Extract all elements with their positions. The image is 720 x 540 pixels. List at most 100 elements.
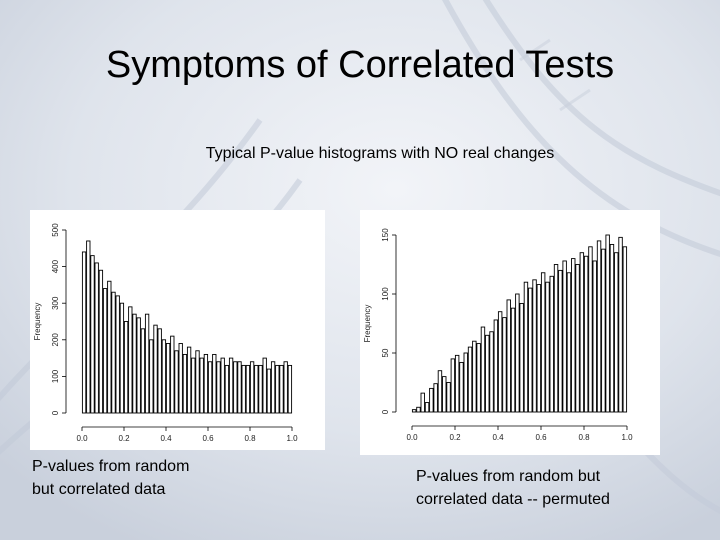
y-axis-0: 0 100 200 300 400 500 Frequency [33, 223, 67, 415]
bar-1-2 [420, 392, 425, 413]
bar-1-14 [472, 340, 477, 413]
y-tick-label-0-4: 400 [51, 259, 60, 273]
bar-0-0 [81, 251, 87, 414]
bar-1-46 [609, 243, 615, 413]
bar-1-9 [450, 358, 456, 413]
bar-0-17 [153, 324, 158, 414]
bar-1-44 [601, 248, 606, 413]
bar-0-28 [199, 357, 204, 414]
bar-1-11 [459, 361, 464, 413]
bar-1-20 [497, 311, 503, 413]
histogram-panel-left: 0 100 200 300 400 500 Frequency 0.0 0.2 0.4 0.6 0.8… [30, 210, 325, 450]
bar-1-33 [553, 264, 559, 413]
bar-1-40 [583, 255, 589, 413]
bar-1-21 [502, 317, 507, 413]
x-tick-label-0-2: 0.4 [160, 434, 172, 443]
bar-1-47 [614, 252, 619, 413]
bar-1-38 [575, 264, 580, 413]
x-axis-0: 0.0 0.2 0.4 0.6 0.8 1.0 [76, 426, 298, 443]
bar-0-4 [98, 269, 104, 414]
bar-0-3 [94, 262, 99, 414]
bar-1-28 [532, 279, 537, 413]
caption-left-line-1: P-values from random [32, 458, 190, 475]
x-tick-label-0-0: 0.0 [76, 434, 88, 443]
bar-1-5 [433, 383, 438, 413]
bar-1-30 [540, 272, 546, 413]
bar-1-27 [528, 287, 533, 413]
bar-1-3 [424, 402, 430, 413]
bar-0-31 [212, 353, 217, 414]
bar-0-35 [228, 357, 234, 414]
bar-1-16 [480, 326, 486, 413]
bar-0-16 [149, 339, 154, 414]
caption-left: P-values from random but correlated data [32, 455, 189, 501]
y-axis-label-1: Frequency [363, 305, 372, 343]
x-tick-label-0-5: 1.0 [286, 434, 298, 443]
bar-1-31 [545, 281, 550, 413]
y-tick-label-0-1: 100 [51, 369, 60, 383]
bar-0-8 [115, 295, 120, 414]
bar-1-17 [485, 334, 490, 413]
y-tick-label-0-2: 200 [51, 333, 60, 347]
bar-1-18 [489, 331, 494, 413]
bar-1-1 [416, 406, 421, 413]
bar-0-44 [266, 368, 272, 414]
y-tick-label-1-2: 100 [381, 287, 390, 301]
bar-0-26 [191, 357, 196, 414]
bar-1-12 [463, 352, 468, 413]
bar-0-21 [170, 335, 175, 414]
y-tick-label-0-3: 300 [51, 296, 60, 310]
bar-0-23 [178, 343, 183, 414]
bar-0-40 [249, 361, 255, 414]
bar-0-14 [140, 328, 146, 414]
bars-0 [81, 240, 293, 414]
histogram-right: 0 50 100 150 Frequency 0.0 0.2 0.4 0.6 0.8 1.0 [363, 228, 633, 442]
bar-1-34 [558, 269, 563, 413]
bar-0-42 [258, 364, 263, 414]
caption-left-line-2: but correlated data [32, 481, 166, 498]
y-tick-label-1-0: 0 [381, 409, 390, 414]
bar-0-25 [186, 346, 192, 414]
caption-right-line-1: P-values from random but [416, 468, 601, 485]
slide-subtitle: Typical P-value histograms with NO real … [205, 145, 555, 162]
x-tick-label-0-3: 0.6 [202, 434, 214, 443]
y-axis-label-0: Frequency [33, 303, 42, 341]
bar-0-29 [203, 353, 209, 414]
x-tick-label-1-3: 0.6 [535, 433, 547, 442]
bar-1-32 [549, 275, 554, 413]
bar-1-22 [506, 299, 511, 413]
bar-1-6 [437, 370, 443, 413]
bar-0-34 [224, 364, 230, 414]
bar-1-0 [411, 409, 417, 413]
bar-1-48 [618, 236, 623, 413]
bar-1-35 [562, 260, 567, 413]
x-tick-label-1-4: 0.8 [578, 433, 590, 442]
bar-1-7 [442, 376, 447, 413]
y-axis-1: 0 50 100 150 Frequency [363, 228, 397, 414]
bar-0-13 [136, 317, 141, 414]
bar-0-47 [279, 364, 284, 414]
bar-0-24 [182, 353, 188, 414]
x-tick-label-1-5: 1.0 [621, 433, 633, 442]
bar-0-19 [161, 339, 167, 414]
bar-0-39 [245, 364, 251, 414]
y-tick-label-1-3: 150 [381, 228, 390, 242]
bar-1-41 [588, 246, 593, 413]
bars-1 [411, 234, 628, 413]
bar-0-1 [86, 240, 91, 414]
x-tick-label-0-1: 0.2 [118, 434, 130, 443]
bar-1-29 [536, 284, 542, 413]
bar-0-7 [111, 291, 116, 414]
bar-0-37 [237, 361, 242, 414]
x-tick-label-0-4: 0.8 [244, 434, 256, 443]
bar-1-26 [523, 281, 529, 413]
bar-0-38 [241, 364, 246, 414]
bar-0-48 [283, 361, 288, 414]
bar-0-15 [144, 313, 150, 414]
bar-0-12 [132, 313, 137, 414]
slide-title: Symptoms of Correlated Tests [105, 44, 615, 86]
bar-1-37 [571, 258, 576, 413]
bar-1-15 [476, 343, 481, 413]
histogram-panel-right: 0 50 100 150 Frequency 0.0 0.2 0.4 0.6 0.8 1.0 [360, 210, 660, 455]
x-tick-label-1-2: 0.4 [492, 433, 504, 442]
